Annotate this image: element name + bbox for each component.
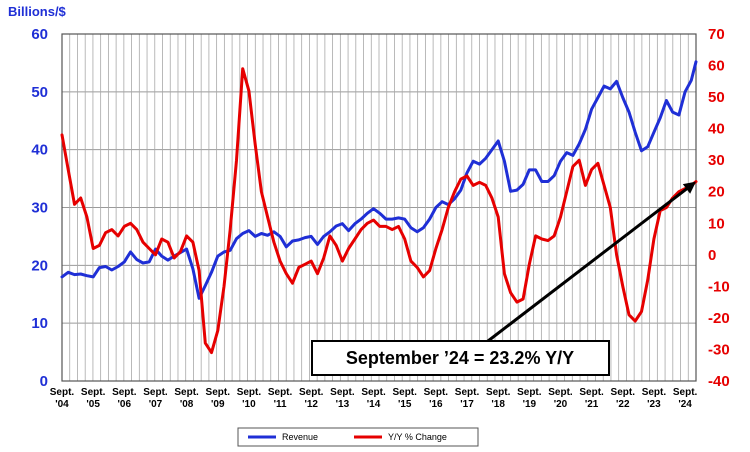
right-tick-label: 70 xyxy=(708,26,725,43)
x-tick-label-month: Sept. xyxy=(673,387,698,398)
x-tick-label-year: '06 xyxy=(118,399,132,410)
x-tick-label-month: Sept. xyxy=(424,387,449,398)
x-tick-label-month: Sept. xyxy=(486,387,511,398)
x-tick-label-year: '22 xyxy=(616,399,630,410)
left-tick-label: 0 xyxy=(40,373,48,390)
x-tick-label-month: Sept. xyxy=(174,387,199,398)
x-tick-label-year: '23 xyxy=(647,399,661,410)
right-tick-label: -40 xyxy=(708,373,730,390)
series-layer xyxy=(60,60,698,355)
right-tick-label: 50 xyxy=(708,89,725,106)
legend-label-revenue: Revenue xyxy=(282,432,318,442)
right-tick-label: 0 xyxy=(708,247,716,264)
x-tick-label-year: '18 xyxy=(491,399,505,410)
left-tick-label: 50 xyxy=(31,84,48,101)
x-tick-label-year: '10 xyxy=(242,399,256,410)
right-tick-label: 10 xyxy=(708,215,725,232)
left-axis-ticks: 0 10 20 30 40 50 60 xyxy=(31,26,48,390)
x-tick-label-month: Sept. xyxy=(579,387,604,398)
x-tick-label-month: Sept. xyxy=(611,387,636,398)
left-tick-label: 60 xyxy=(31,26,48,43)
x-tick-label-month: Sept. xyxy=(206,387,231,398)
x-tick-label-month: Sept. xyxy=(548,387,573,398)
x-tick-label-year: '19 xyxy=(523,399,537,410)
legend: Revenue Y/Y % Change xyxy=(237,427,479,447)
right-tick-label: 60 xyxy=(708,58,725,75)
annotation: September ’24 = 23.2% Y/Y xyxy=(311,181,696,376)
right-tick-label: -20 xyxy=(708,310,730,327)
x-tick-label-year: '04 xyxy=(55,399,69,410)
x-tick-label-year: '08 xyxy=(180,399,194,410)
annotation-arrowhead xyxy=(682,181,696,194)
x-tick-label-year: '15 xyxy=(398,399,412,410)
x-tick-label-month: Sept. xyxy=(268,387,293,398)
x-tick-label-month: Sept. xyxy=(392,387,417,398)
x-tick-label-year: '13 xyxy=(336,399,350,410)
x-tick-label-month: Sept. xyxy=(361,387,386,398)
axes xyxy=(61,33,697,382)
right-tick-label: 40 xyxy=(708,121,725,138)
left-tick-label: 40 xyxy=(31,142,48,159)
x-tick-label-month: Sept. xyxy=(81,387,106,398)
series-line-yoy xyxy=(60,67,698,355)
left-tick-label: 30 xyxy=(31,200,48,217)
x-tick-label-year: '07 xyxy=(149,399,163,410)
x-tick-label-month: Sept. xyxy=(299,387,324,398)
left-tick-label: 10 xyxy=(31,315,48,332)
series-line-revenue xyxy=(60,60,698,300)
x-tick-label-year: '11 xyxy=(274,399,287,410)
right-tick-label: 20 xyxy=(708,184,725,201)
grid xyxy=(61,33,697,382)
x-tick-label-month: Sept. xyxy=(237,387,262,398)
x-tick-label-month: Sept. xyxy=(330,387,355,398)
x-tick-label-year: '05 xyxy=(86,399,100,410)
annotation-text: September ’24 = 23.2% Y/Y xyxy=(346,348,574,368)
x-tick-label-year: '17 xyxy=(460,399,474,410)
x-tick-label-month: Sept. xyxy=(642,387,667,398)
right-axis-ticks: -40 -30 -20 -10 0 10 20 30 40 50 60 70 xyxy=(708,26,730,390)
x-tick-label-year: '12 xyxy=(304,399,318,410)
x-tick-label-month: Sept. xyxy=(112,387,137,398)
plot-frame xyxy=(61,33,697,382)
legend-label-yoy: Y/Y % Change xyxy=(388,432,447,442)
right-tick-label: 30 xyxy=(708,152,725,169)
x-tick-label-month: Sept. xyxy=(455,387,480,398)
x-tick-label-year: '09 xyxy=(211,399,225,410)
annotation-box xyxy=(311,340,610,376)
x-tick-label-year: '20 xyxy=(554,399,568,410)
x-tick-label-year: '14 xyxy=(367,399,381,410)
x-tick-label-month: Sept. xyxy=(517,387,542,398)
x-tick-label-month: Sept. xyxy=(143,387,168,398)
left-tick-label: 20 xyxy=(31,257,48,274)
annotation-arrow xyxy=(487,184,692,343)
x-tick-label-month: Sept. xyxy=(50,387,75,398)
x-axis-ticks: Sept.'04Sept.'05Sept.'06Sept.'07Sept.'08… xyxy=(50,387,698,410)
right-tick-label: -10 xyxy=(708,278,730,295)
x-tick-label-year: '21 xyxy=(585,399,599,410)
unit-label: Billions/$ xyxy=(8,4,67,19)
x-tick-label-year: '24 xyxy=(678,399,692,410)
x-tick-label-year: '16 xyxy=(429,399,443,410)
right-tick-label: -30 xyxy=(708,341,730,358)
